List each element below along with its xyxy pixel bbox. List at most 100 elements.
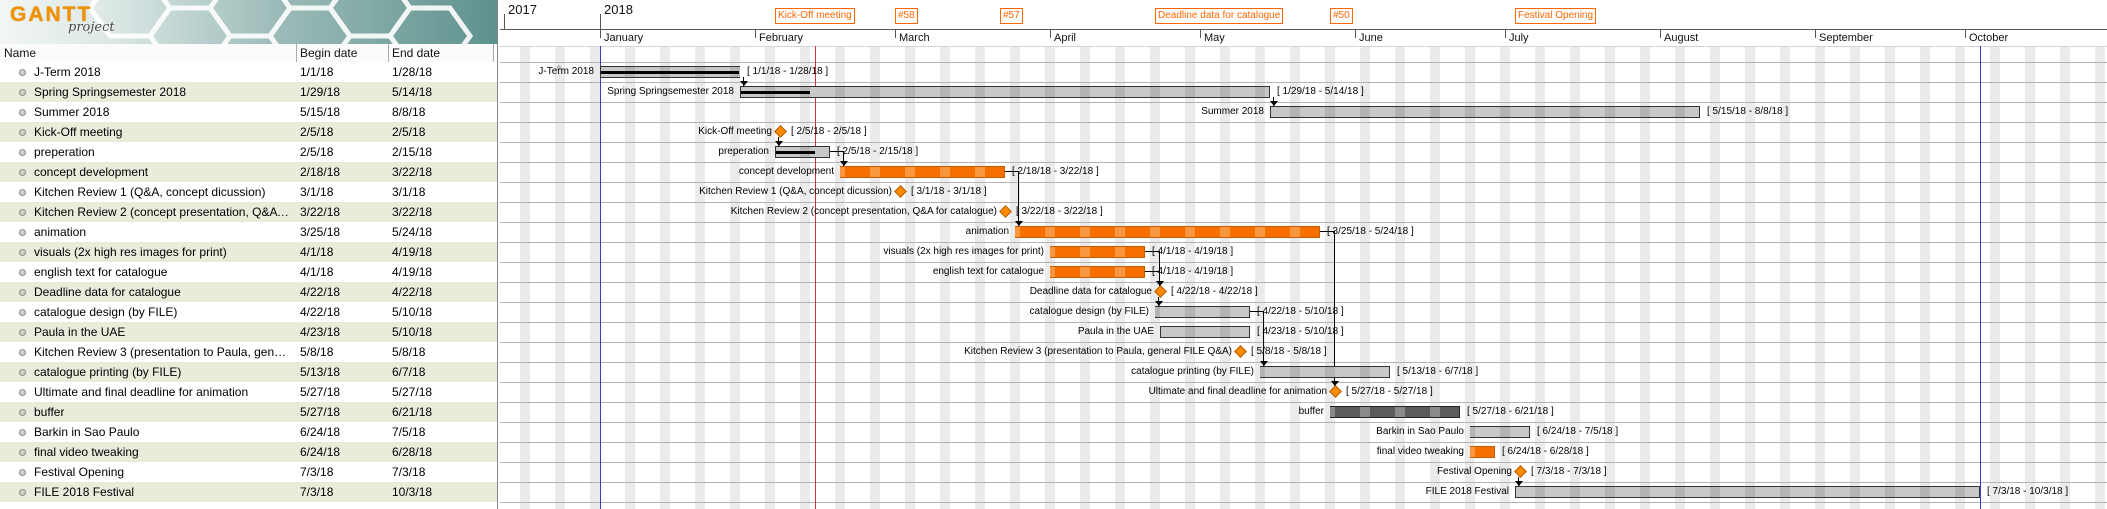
table-row[interactable]: Spring Springsemester 2018 1/29/18 5/14/18 [0,82,497,102]
task-begin-date-cell[interactable]: 1/29/18 [300,85,341,99]
table-row[interactable]: Deadline data for catalogue 4/22/18 4/22/1… [0,282,497,302]
task-begin-date-cell[interactable]: 4/22/18 [300,305,341,319]
task-begin-date-cell[interactable]: 5/27/18 [300,385,341,399]
table-row[interactable]: buffer 5/27/18 6/21/18 [0,402,497,422]
task-end-date-cell[interactable]: 3/1/18 [392,185,426,199]
task-bar[interactable] [1050,266,1145,278]
task-end-date-cell[interactable]: 1/28/18 [392,65,433,79]
task-begin-date-cell[interactable]: 3/22/18 [300,205,341,219]
task-name-cell[interactable]: Festival Opening [34,465,125,479]
table-row[interactable]: Festival Opening 7/3/18 7/3/18 [0,462,497,482]
table-row[interactable]: Kick-Off meeting 2/5/18 2/5/18 [0,122,497,142]
task-begin-date-cell[interactable]: 4/22/18 [300,285,341,299]
table-row[interactable]: visuals (2x high res images for print) 4/… [0,242,497,262]
task-begin-date-cell[interactable]: 2/5/18 [300,125,334,139]
task-begin-date-cell[interactable]: 4/1/18 [300,245,334,259]
task-begin-date-cell[interactable]: 3/1/18 [300,185,334,199]
task-name-cell[interactable]: Kitchen Review 1 (Q&A, concept dicussion… [34,185,266,199]
task-end-date-cell[interactable]: 6/21/18 [392,405,433,419]
task-name-cell[interactable]: Paula in the UAE [34,325,126,339]
table-row[interactable]: Paula in the UAE 4/23/18 5/10/18 [0,322,497,342]
task-begin-date-cell[interactable]: 4/23/18 [300,325,341,339]
task-end-date-cell[interactable]: 8/8/18 [392,105,426,119]
task-begin-date-cell[interactable]: 2/5/18 [300,145,334,159]
task-end-date-cell[interactable]: 5/10/18 [392,325,433,339]
task-bar[interactable] [1160,326,1250,338]
task-begin-date-cell[interactable]: 4/1/18 [300,265,334,279]
task-bar[interactable] [1470,446,1495,458]
table-row[interactable]: catalogue design (by FILE) 4/22/18 5/10/18 [0,302,497,322]
task-name-cell[interactable]: Ultimate and final deadline for animatio… [34,385,249,399]
table-row[interactable]: animation 3/25/18 5/24/18 [0,222,497,242]
milestone-diamond[interactable] [1514,465,1527,478]
task-bar[interactable] [1515,486,1980,498]
table-row[interactable]: Kitchen Review 2 (concept presentation, … [0,202,497,222]
task-end-date-cell[interactable]: 5/10/18 [392,305,433,319]
task-end-date-cell[interactable]: 2/5/18 [392,125,426,139]
task-bar[interactable] [1260,366,1390,378]
task-name-cell[interactable]: Barkin in Sao Paulo [34,425,140,439]
task-name-cell[interactable]: Spring Springsemester 2018 [34,85,187,99]
task-begin-date-cell[interactable]: 5/27/18 [300,405,341,419]
task-begin-date-cell[interactable]: 3/25/18 [300,225,341,239]
task-name-cell[interactable]: J-Term 2018 [34,65,101,79]
task-bar[interactable] [1330,406,1460,418]
task-name-cell[interactable]: concept development [34,165,149,179]
task-end-date-cell[interactable]: 5/8/18 [392,345,426,359]
table-row[interactable]: Ultimate and final deadline for animatio… [0,382,497,402]
table-row[interactable]: english text for catalogue 4/1/18 4/19/18 [0,262,497,282]
task-end-date-cell[interactable]: 5/27/18 [392,385,433,399]
table-row[interactable]: Kitchen Review 1 (Q&A, concept dicussion… [0,182,497,202]
task-name-cell[interactable]: Summer 2018 [34,105,110,119]
table-row[interactable]: Kitchen Review 3 (presentation to Paula,… [0,342,497,362]
task-end-date-cell[interactable]: 10/3/18 [392,485,433,499]
task-name-cell[interactable]: visuals (2x high res images for print) [34,245,227,259]
task-bar[interactable] [1155,306,1250,318]
task-bar[interactable] [1270,106,1700,118]
task-name-cell[interactable]: animation [34,225,87,239]
milestone-diamond[interactable] [774,125,787,138]
task-bar[interactable] [840,166,1005,178]
column-separator[interactable] [296,44,297,62]
task-begin-date-cell[interactable]: 7/3/18 [300,465,334,479]
task-name-cell[interactable]: Kitchen Review 2 (concept presentation, … [34,205,292,219]
task-name-cell[interactable]: catalogue design (by FILE) [34,305,178,319]
task-name-cell[interactable]: Kitchen Review 3 (presentation to Paula,… [34,345,292,359]
table-row[interactable]: FILE 2018 Festival 7/3/18 10/3/18 [0,482,497,502]
task-begin-date-cell[interactable]: 7/3/18 [300,485,334,499]
table-row[interactable]: catalogue printing (by FILE) 5/13/18 6/7/1… [0,362,497,382]
table-row[interactable]: Summer 2018 5/15/18 8/8/18 [0,102,497,122]
task-name-cell[interactable]: final video tweaking [34,445,139,459]
task-end-date-cell[interactable]: 6/7/18 [392,365,426,379]
task-bar[interactable] [1470,426,1530,438]
task-begin-date-cell[interactable]: 2/18/18 [300,165,341,179]
column-header-end-date[interactable]: End date [392,46,441,60]
column-separator[interactable] [493,44,494,62]
table-row[interactable]: J-Term 2018 1/1/18 1/28/18 [0,62,497,82]
task-name-cell[interactable]: Deadline data for catalogue [34,285,181,299]
task-bar[interactable] [1015,226,1320,238]
column-header-begin-date[interactable]: Begin date [300,46,358,60]
column-separator[interactable] [388,44,389,62]
task-end-date-cell[interactable]: 2/15/18 [392,145,433,159]
task-name-cell[interactable]: preperation [34,145,95,159]
milestone-diamond[interactable] [1234,345,1247,358]
column-header-name[interactable]: Name [4,46,37,60]
task-end-date-cell[interactable]: 4/19/18 [392,265,433,279]
table-row[interactable]: preperation 2/5/18 2/15/18 [0,142,497,162]
table-row[interactable]: concept development 2/18/18 3/22/18 [0,162,497,182]
task-name-cell[interactable]: catalogue printing (by FILE) [34,365,182,379]
table-row[interactable]: Barkin in Sao Paulo 6/24/18 7/5/18 [0,422,497,442]
task-name-cell[interactable]: english text for catalogue [34,265,168,279]
task-name-cell[interactable]: buffer [34,405,65,419]
task-bar[interactable] [1050,246,1145,258]
task-end-date-cell[interactable]: 4/22/18 [392,285,433,299]
task-end-date-cell[interactable]: 5/14/18 [392,85,433,99]
task-end-date-cell[interactable]: 7/3/18 [392,465,426,479]
task-begin-date-cell[interactable]: 6/24/18 [300,445,341,459]
task-name-cell[interactable]: FILE 2018 Festival [34,485,135,499]
table-row[interactable]: final video tweaking 6/24/18 6/28/18 [0,442,497,462]
task-end-date-cell[interactable]: 4/19/18 [392,245,433,259]
task-end-date-cell[interactable]: 3/22/18 [392,165,433,179]
task-begin-date-cell[interactable]: 1/1/18 [300,65,334,79]
